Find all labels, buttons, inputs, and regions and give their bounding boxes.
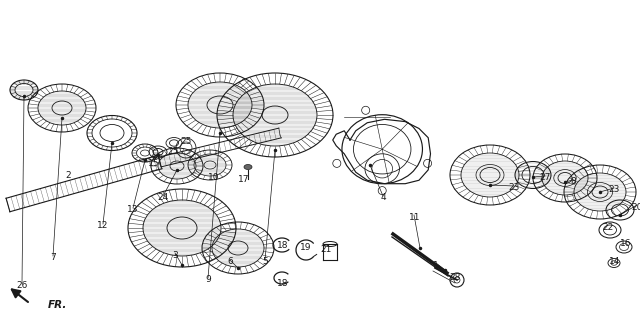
Text: 4: 4 xyxy=(380,194,386,203)
Text: 25: 25 xyxy=(180,138,192,147)
Text: 21: 21 xyxy=(320,245,332,254)
Text: FR.: FR. xyxy=(48,300,67,310)
Text: 27: 27 xyxy=(540,173,550,182)
Text: 23: 23 xyxy=(508,183,520,193)
Text: 7: 7 xyxy=(50,253,56,262)
Text: 26: 26 xyxy=(16,281,28,290)
Text: 13: 13 xyxy=(127,205,139,214)
Text: 8: 8 xyxy=(570,178,576,187)
Text: 22: 22 xyxy=(602,222,614,231)
Text: 1: 1 xyxy=(433,260,439,269)
Text: 18: 18 xyxy=(277,241,289,250)
Text: 25: 25 xyxy=(167,148,179,156)
Text: 6: 6 xyxy=(227,258,233,267)
Text: 5: 5 xyxy=(262,258,268,267)
Text: 3: 3 xyxy=(172,251,178,260)
Text: 20: 20 xyxy=(631,203,640,212)
Text: 17: 17 xyxy=(238,175,250,185)
Ellipse shape xyxy=(244,164,252,170)
Text: 15: 15 xyxy=(148,158,160,167)
Text: 18: 18 xyxy=(277,278,289,287)
Text: 12: 12 xyxy=(97,221,109,230)
Text: 23: 23 xyxy=(608,186,620,195)
Text: 16: 16 xyxy=(620,238,632,247)
Text: 11: 11 xyxy=(409,213,420,222)
Text: 19: 19 xyxy=(300,244,312,252)
Text: 24: 24 xyxy=(157,194,168,203)
Text: 28: 28 xyxy=(449,274,461,283)
Text: 10: 10 xyxy=(208,173,220,182)
Text: 2: 2 xyxy=(65,171,71,180)
Text: 14: 14 xyxy=(609,257,621,266)
Text: 9: 9 xyxy=(205,276,211,284)
